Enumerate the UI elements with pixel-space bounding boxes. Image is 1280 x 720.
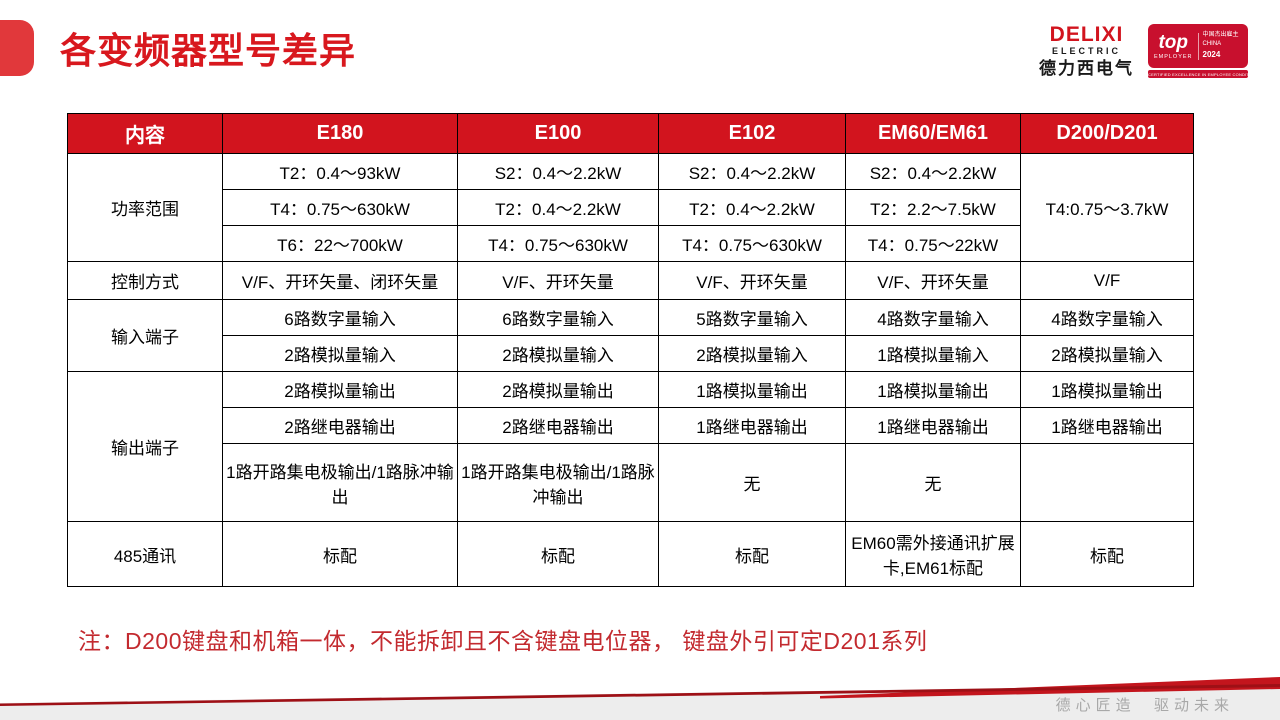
top-employer-badge: top EMPLOYER 中国杰出雇主 CHINA 2024 CERTIFIED…: [1148, 24, 1248, 78]
table-cell: 2路模拟量输出: [222, 371, 458, 408]
table-cell: 1路开路集电极输出/1路脉冲输出: [457, 443, 659, 522]
table-cell: 1路继电器输出: [845, 407, 1021, 444]
table-cell: T4：0.75～630kW: [658, 225, 846, 262]
column-header-e100: E100: [457, 113, 659, 154]
table-cell: 4路数字量输入: [845, 299, 1021, 336]
table-cell: 1路开路集电极输出/1路脉冲输出: [222, 443, 458, 522]
badge-right: 中国杰出雇主 CHINA 2024: [1199, 31, 1244, 61]
table-cell: 1路模拟量输出: [845, 371, 1021, 408]
table-cell: 标配: [658, 521, 846, 587]
brand-area: DELIXI ELECTRIC 德力西电气 top EMPLOYER 中国杰出雇…: [1039, 24, 1248, 78]
delixi-logo-name: DELIXI: [1049, 23, 1124, 46]
page-title: 各变频器型号差异: [60, 30, 357, 71]
table-row: 2路模拟量输入 2路模拟量输入 2路模拟量输入 1路模拟量输入 2路模拟量输入: [68, 335, 1194, 372]
table-cell: 2路模拟量输入: [457, 335, 659, 372]
row-label-control-mode: 控制方式: [67, 261, 223, 300]
delixi-logo-chinese: 德力西电气: [1039, 59, 1134, 78]
title-accent-bar: [0, 20, 34, 76]
table-cell: T2：0.4～2.2kW: [658, 189, 846, 226]
column-header-e180: E180: [222, 113, 458, 154]
table-cell: V/F、开环矢量: [457, 261, 659, 300]
badge-employer-word: EMPLOYER: [1153, 53, 1193, 60]
table-cell: 4路数字量输入: [1020, 299, 1194, 336]
delixi-logo: DELIXI ELECTRIC 德力西电气: [1039, 24, 1134, 77]
table-cell: [1020, 443, 1194, 522]
table-cell: T4：0.75～22kW: [845, 225, 1021, 262]
badge-china-label: 中国杰出雇主: [1202, 32, 1239, 38]
table-cell: 2路模拟量输入: [1020, 335, 1194, 372]
table-cell: V/F、开环矢量: [845, 261, 1021, 300]
table-cell: T2：0.4～93kW: [222, 153, 458, 190]
table-cell: T6：22～700kW: [222, 225, 458, 262]
table-cell: 标配: [457, 521, 659, 587]
table-row: T6：22～700kW T4：0.75～630kW T4：0.75～630kW …: [68, 225, 1194, 262]
table-cell: EM60需外接通讯扩展卡,EM61标配: [845, 521, 1021, 587]
row-label-485-comm: 485通讯: [67, 521, 223, 587]
column-header-em60-em61: EM60/EM61: [845, 113, 1021, 154]
table-cell: T4：0.75～630kW: [457, 225, 659, 262]
column-header-e102: E102: [658, 113, 846, 154]
column-header-content: 内容: [67, 113, 223, 154]
table-cell: 1路模拟量输入: [845, 335, 1021, 372]
table-row: 485通讯 标配 标配 标配 EM60需外接通讯扩展卡,EM61标配 标配: [67, 521, 1194, 587]
table-cell: 无: [845, 443, 1021, 522]
table-cell: 2路模拟量输入: [658, 335, 846, 372]
table-cell: S2：0.4～2.2kW: [457, 153, 659, 190]
badge-year: 2024: [1202, 50, 1221, 59]
table-cell: 6路数字量输入: [457, 299, 659, 336]
table-row: 输出端子 2路模拟量输出 2路模拟量输出 1路模拟量输出 1路模拟量输出 1路模…: [67, 371, 1194, 522]
row-label-input-terminals: 输入端子: [67, 299, 223, 372]
table-cell: T2：2.2～7.5kW: [845, 189, 1021, 226]
table-cell: T2：0.4～2.2kW: [457, 189, 659, 226]
table-cell: 2路模拟量输出: [457, 371, 659, 408]
table-cell: 标配: [1020, 521, 1194, 587]
footnote: 注：D200键盘和机箱一体，不能拆卸且不含键盘电位器， 键盘外引可定D201系列: [78, 628, 928, 654]
row-label-power-range: 功率范围: [67, 153, 223, 262]
table-cell: S2：0.4～2.2kW: [845, 153, 1021, 190]
table-cell: 2路继电器输出: [222, 407, 458, 444]
table-cell: 2路继电器输出: [457, 407, 659, 444]
footer-diagonal-graphic: [0, 677, 1280, 720]
table-cell: 1路继电器输出: [1020, 407, 1194, 444]
delixi-logo-sub: ELECTRIC: [1052, 46, 1121, 56]
badge-certification-strip: CERTIFIED EXCELLENCE IN EMPLOYEE CONDITI…: [1148, 70, 1248, 78]
table-cell: V/F、开环矢量、闭环矢量: [222, 261, 458, 300]
table-cell: 1路继电器输出: [658, 407, 846, 444]
footer-slogan: 德心匠造 驱动未来: [1055, 697, 1234, 714]
table-row: 输入端子 6路数字量输入 6路数字量输入 5路数字量输入 4路数字量输入 4路数…: [67, 299, 1194, 372]
table-cell: V/F、开环矢量: [658, 261, 846, 300]
table-row: 2路继电器输出 2路继电器输出 1路继电器输出 1路继电器输出 1路继电器输出: [68, 407, 1194, 444]
table-row: 1路开路集电极输出/1路脉冲输出 1路开路集电极输出/1路脉冲输出 无 无: [68, 443, 1194, 522]
table-cell: T4:0.75～3.7kW: [1020, 153, 1194, 262]
badge-country: CHINA: [1202, 41, 1222, 47]
table-row: T4：0.75～630kW T2：0.4～2.2kW T2：0.4～2.2kW …: [68, 189, 1194, 226]
footer-band: 德心匠造 驱动未来: [0, 670, 1280, 720]
top-employer-badge-main: top EMPLOYER 中国杰出雇主 CHINA 2024: [1148, 24, 1248, 68]
table-cell: 无: [658, 443, 846, 522]
row-label-output-terminals: 输出端子: [67, 371, 223, 522]
table-row: 控制方式 V/F、开环矢量、闭环矢量 V/F、开环矢量 V/F、开环矢量 V/F…: [67, 261, 1194, 300]
table-cell: 1路模拟量输出: [1020, 371, 1194, 408]
table-cell: T4：0.75～630kW: [222, 189, 458, 226]
table-cell: 标配: [222, 521, 458, 587]
table-cell: 1路模拟量输出: [658, 371, 846, 408]
header-row: 内容 E180 E100 E102 EM60/EM61 D200/D201: [67, 113, 1194, 154]
table-cell: S2：0.4～2.2kW: [658, 153, 846, 190]
table-cell: 6路数字量输入: [222, 299, 458, 336]
column-header-d200-d201: D200/D201: [1020, 113, 1194, 154]
table-cell: 2路模拟量输入: [222, 335, 458, 372]
table-cell: V/F: [1020, 261, 1194, 300]
table-cell: 5路数字量输入: [658, 299, 846, 336]
badge-left: top EMPLOYER: [1153, 31, 1199, 60]
comparison-table: 内容 E180 E100 E102 EM60/EM61 D200/D201 功率…: [67, 113, 1194, 587]
table-row: 功率范围 T2：0.4～93kW S2：0.4～2.2kW S2：0.4～2.2…: [67, 153, 1194, 262]
badge-top-word: top: [1158, 31, 1189, 53]
